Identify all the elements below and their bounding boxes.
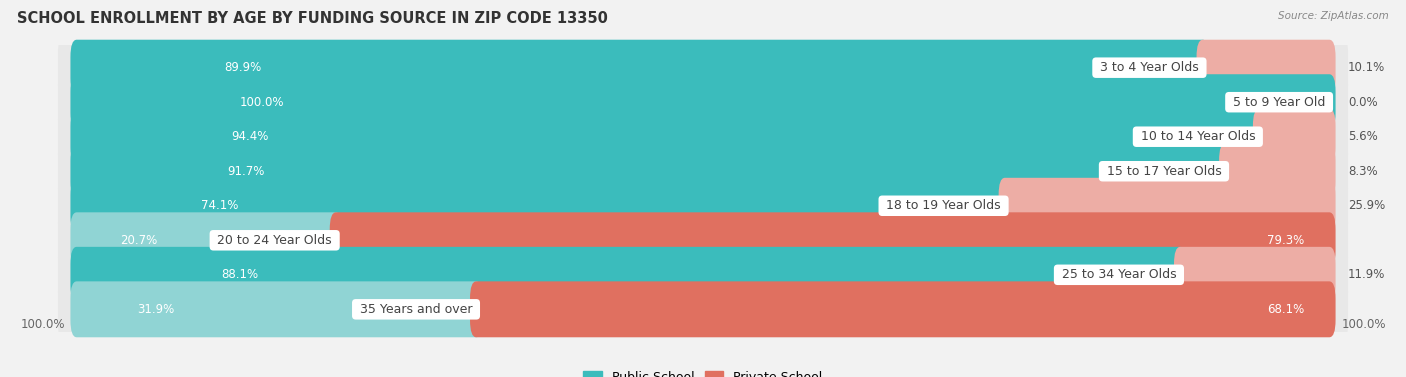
Text: 15 to 17 Year Olds: 15 to 17 Year Olds: [1102, 165, 1226, 178]
FancyBboxPatch shape: [1197, 40, 1336, 96]
FancyBboxPatch shape: [58, 174, 1348, 237]
Text: 100.0%: 100.0%: [20, 318, 65, 331]
Text: 100.0%: 100.0%: [1341, 318, 1386, 331]
Text: 20 to 24 Year Olds: 20 to 24 Year Olds: [214, 234, 336, 247]
FancyBboxPatch shape: [1219, 143, 1336, 199]
FancyBboxPatch shape: [470, 281, 1336, 337]
FancyBboxPatch shape: [70, 178, 1011, 234]
FancyBboxPatch shape: [330, 212, 1336, 268]
Legend: Public School, Private School: Public School, Private School: [578, 366, 828, 377]
FancyBboxPatch shape: [58, 140, 1348, 203]
Text: 89.9%: 89.9%: [225, 61, 262, 74]
Text: 3 to 4 Year Olds: 3 to 4 Year Olds: [1097, 61, 1202, 74]
FancyBboxPatch shape: [58, 36, 1348, 99]
Text: Source: ZipAtlas.com: Source: ZipAtlas.com: [1278, 11, 1389, 21]
FancyBboxPatch shape: [70, 109, 1265, 165]
Text: 25.9%: 25.9%: [1348, 199, 1385, 212]
Text: 10 to 14 Year Olds: 10 to 14 Year Olds: [1136, 130, 1260, 143]
FancyBboxPatch shape: [998, 178, 1336, 234]
Text: 10.1%: 10.1%: [1348, 61, 1385, 74]
FancyBboxPatch shape: [58, 244, 1348, 306]
Text: 25 to 34 Year Olds: 25 to 34 Year Olds: [1057, 268, 1180, 281]
FancyBboxPatch shape: [70, 40, 1209, 96]
Text: 0.0%: 0.0%: [1348, 96, 1378, 109]
Text: 88.1%: 88.1%: [222, 268, 259, 281]
FancyBboxPatch shape: [58, 278, 1348, 341]
Text: 18 to 19 Year Olds: 18 to 19 Year Olds: [882, 199, 1005, 212]
Text: SCHOOL ENROLLMENT BY AGE BY FUNDING SOURCE IN ZIP CODE 13350: SCHOOL ENROLLMENT BY AGE BY FUNDING SOUR…: [17, 11, 607, 26]
Text: 20.7%: 20.7%: [121, 234, 157, 247]
Text: 11.9%: 11.9%: [1348, 268, 1385, 281]
Text: 31.9%: 31.9%: [138, 303, 174, 316]
Text: 68.1%: 68.1%: [1267, 303, 1305, 316]
Text: 8.3%: 8.3%: [1348, 165, 1378, 178]
FancyBboxPatch shape: [58, 209, 1348, 272]
FancyBboxPatch shape: [58, 71, 1348, 133]
Text: 91.7%: 91.7%: [226, 165, 264, 178]
FancyBboxPatch shape: [70, 212, 342, 268]
Text: 79.3%: 79.3%: [1267, 234, 1305, 247]
Text: 94.4%: 94.4%: [231, 130, 269, 143]
FancyBboxPatch shape: [58, 105, 1348, 168]
Text: 74.1%: 74.1%: [201, 199, 238, 212]
FancyBboxPatch shape: [70, 247, 1187, 303]
FancyBboxPatch shape: [70, 281, 482, 337]
FancyBboxPatch shape: [1253, 109, 1336, 165]
FancyBboxPatch shape: [70, 143, 1232, 199]
FancyBboxPatch shape: [70, 74, 1336, 130]
Text: 5 to 9 Year Old: 5 to 9 Year Old: [1229, 96, 1329, 109]
Text: 5.6%: 5.6%: [1348, 130, 1378, 143]
Text: 100.0%: 100.0%: [239, 96, 284, 109]
Text: 35 Years and over: 35 Years and over: [356, 303, 477, 316]
FancyBboxPatch shape: [1174, 247, 1336, 303]
